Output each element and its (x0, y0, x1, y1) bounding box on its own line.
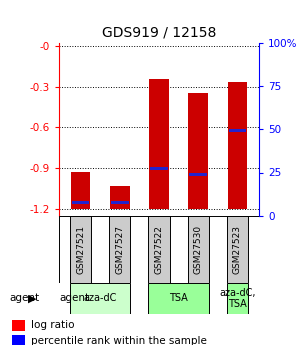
Text: GSM27522: GSM27522 (155, 225, 164, 274)
Bar (227, 216, 248, 283)
Bar (110, 186, 130, 209)
Text: GSM27527: GSM27527 (115, 225, 124, 274)
Bar (71, 172, 91, 209)
Bar (70, 283, 131, 314)
Bar (150, 167, 168, 169)
Text: percentile rank within the sample: percentile rank within the sample (31, 336, 207, 345)
Bar (188, 93, 208, 209)
Bar (188, 216, 209, 283)
Text: GSM27530: GSM27530 (194, 225, 203, 274)
Bar (149, 79, 169, 209)
Bar (148, 283, 209, 314)
Text: log ratio: log ratio (31, 321, 75, 331)
Text: agent: agent (9, 294, 39, 303)
Bar (227, 283, 248, 314)
Text: GSM27523: GSM27523 (233, 225, 242, 274)
Text: ▶: ▶ (28, 294, 36, 303)
Text: agent: agent (59, 294, 90, 303)
Bar (12, 319, 25, 331)
Bar (229, 129, 246, 132)
Bar (228, 82, 247, 209)
Bar (189, 173, 207, 176)
Bar (148, 216, 170, 283)
Bar (109, 216, 131, 283)
Text: aza-dC: aza-dC (84, 294, 117, 303)
Text: GSM27521: GSM27521 (76, 225, 85, 274)
Text: aza-dC,
TSA: aza-dC, TSA (219, 288, 256, 309)
Bar (72, 201, 89, 204)
Text: TSA: TSA (169, 294, 188, 303)
Bar (111, 201, 129, 204)
Bar (12, 335, 25, 345)
Bar (70, 216, 91, 283)
Title: GDS919 / 12158: GDS919 / 12158 (102, 25, 216, 39)
